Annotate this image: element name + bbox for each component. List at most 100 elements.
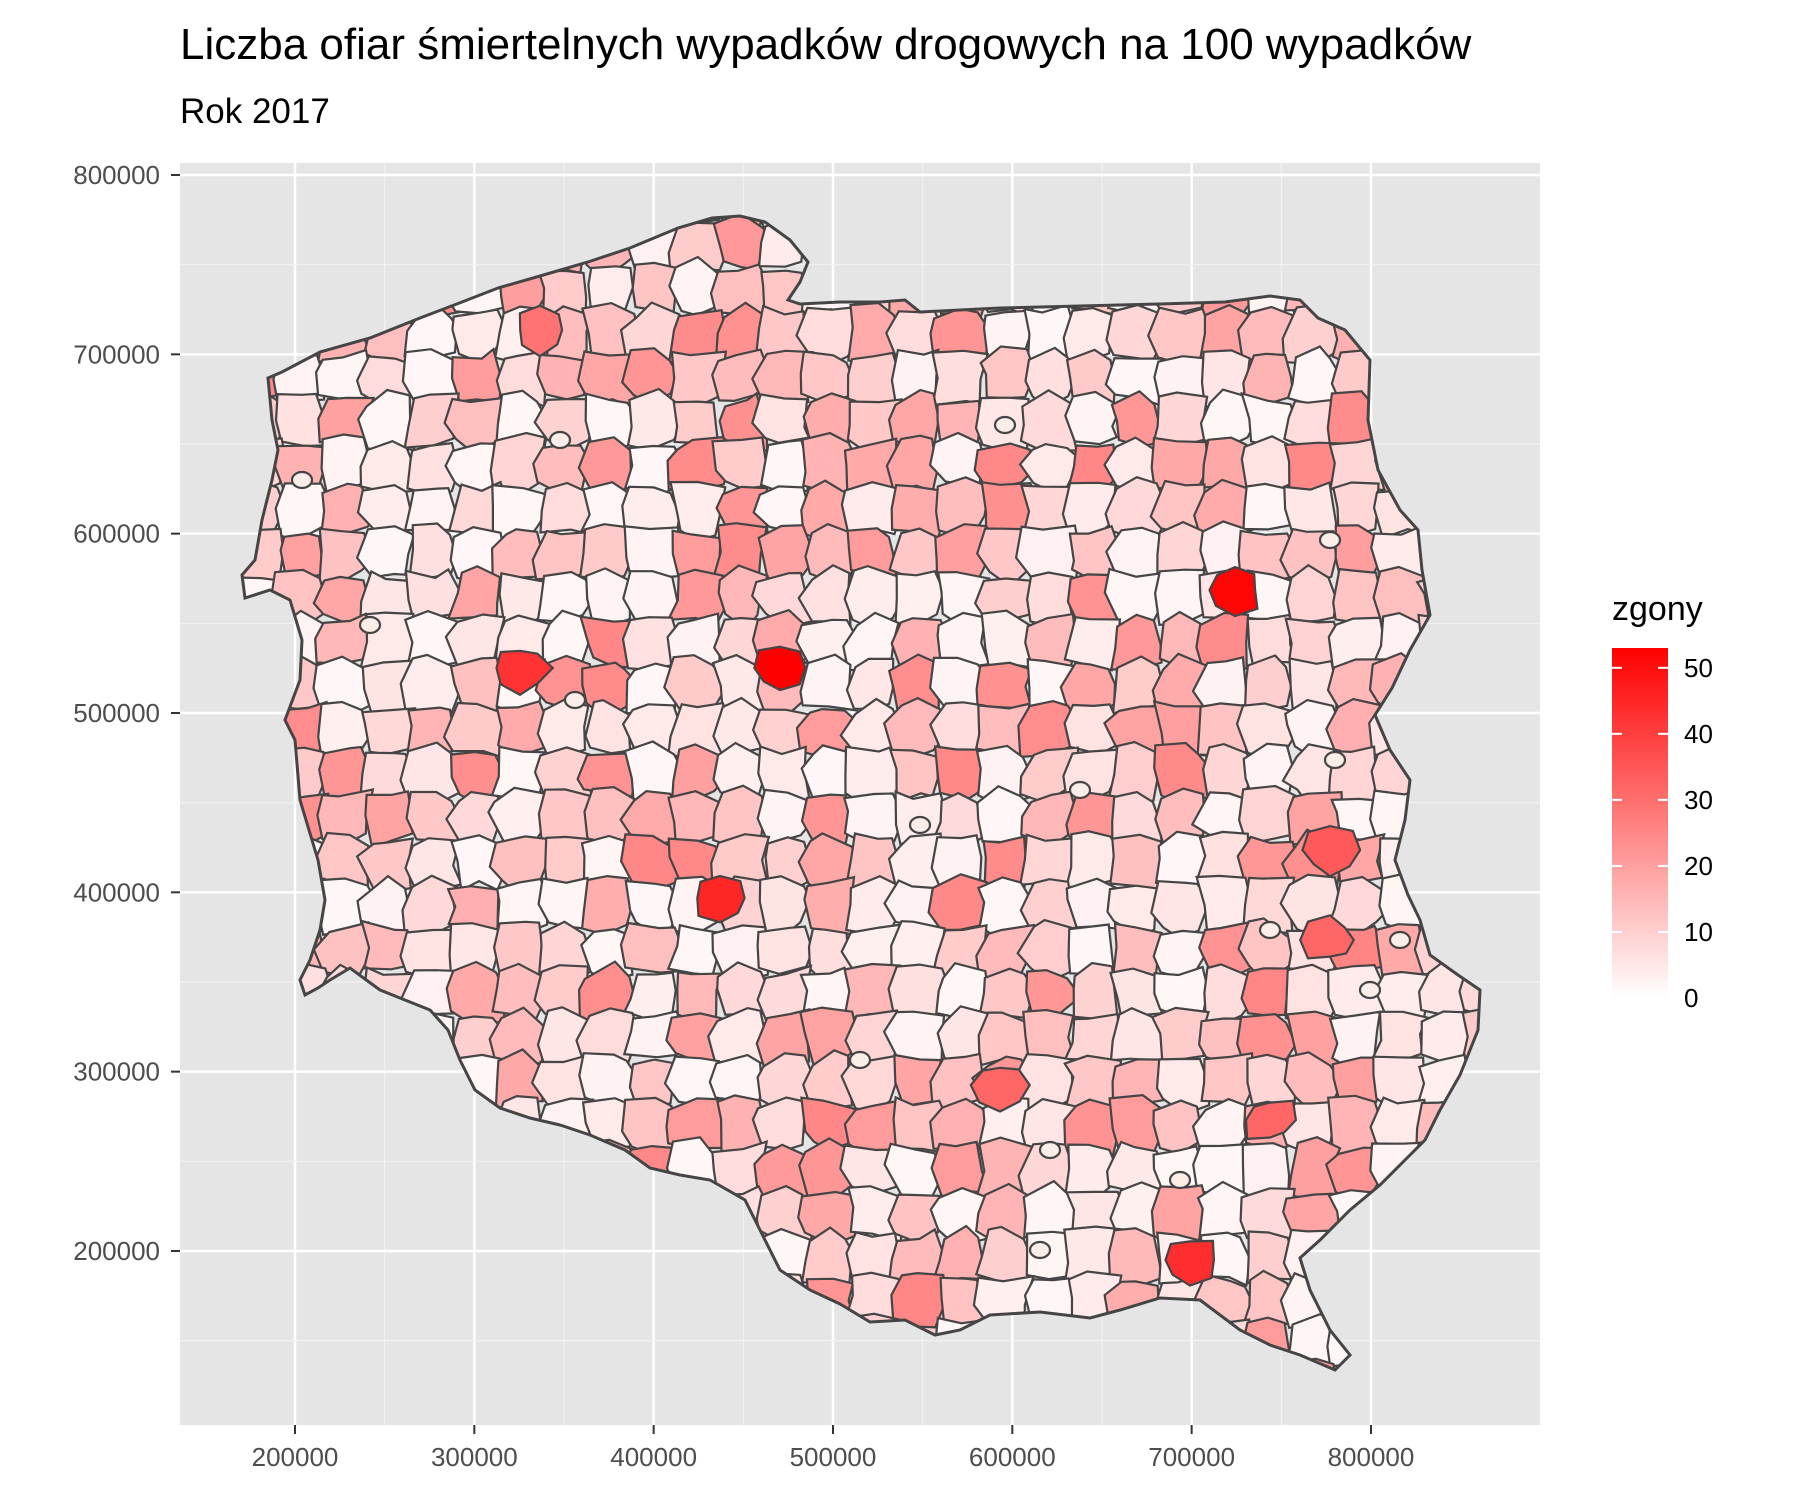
county-region (578, 523, 637, 582)
county-region (406, 441, 460, 498)
county-region (1154, 787, 1206, 846)
city-county (548, 430, 572, 450)
y-tick-label: 800000 (73, 160, 160, 190)
county-region (1063, 1098, 1120, 1160)
county-region (1150, 1006, 1210, 1068)
county-region (671, 743, 730, 803)
county-region (799, 653, 859, 712)
county-region (403, 392, 460, 449)
legend-tick-label: 0 (1684, 983, 1698, 1013)
county-region-high (1301, 824, 1362, 878)
county-region (1283, 481, 1340, 536)
legend-tick-label: 40 (1684, 719, 1713, 749)
county-region (840, 1054, 899, 1116)
city-county (1258, 920, 1282, 940)
county-region-high (495, 649, 555, 697)
city-county (563, 690, 587, 710)
county-region (491, 483, 548, 543)
county-region (843, 564, 902, 631)
county-region (1285, 563, 1338, 624)
city-county (848, 1050, 872, 1070)
y-tick-label: 200000 (73, 1236, 160, 1266)
county-region-high (696, 874, 746, 924)
county-region (359, 440, 414, 495)
county-region (585, 567, 632, 628)
x-tick-label: 700000 (1148, 1442, 1235, 1472)
county-region (894, 570, 945, 628)
county-region-high (518, 304, 564, 358)
legend-tick-label: 30 (1684, 785, 1713, 815)
county-region (751, 349, 815, 406)
county-region (1150, 880, 1212, 940)
legend-title: zgony (1612, 590, 1703, 628)
county-region (979, 345, 1037, 400)
county-region-high (1164, 1239, 1216, 1287)
county-region (756, 788, 813, 846)
county-region (1286, 1357, 1342, 1370)
chart-title: Liczba ofiar śmiertelnych wypadków drogo… (180, 20, 1472, 69)
chart-subtitle: Rok 2017 (180, 92, 330, 131)
county-region (1155, 1057, 1211, 1116)
county-region (887, 1193, 947, 1243)
county-region (1064, 390, 1123, 446)
city-county (358, 615, 382, 635)
county-region (670, 216, 729, 226)
county-region (1063, 615, 1122, 672)
county-region (316, 788, 375, 845)
city-county (1038, 1140, 1062, 1160)
county-region (1024, 346, 1077, 411)
county-region (318, 527, 377, 585)
county-region (667, 217, 732, 275)
x-tick-label: 200000 (252, 1442, 339, 1472)
y-tick-label: 300000 (73, 1057, 160, 1087)
county-region (1332, 481, 1380, 539)
y-tick-label: 400000 (73, 877, 160, 907)
legend-tick-label: 10 (1684, 917, 1713, 947)
county-region (580, 874, 633, 936)
county-region (802, 1049, 854, 1111)
legend-tick-label: 50 (1684, 653, 1713, 683)
city-county (993, 415, 1017, 435)
county-region (536, 570, 594, 623)
y-axis: 800000 700000 600000 500000 400000 300000 2000… (73, 160, 180, 1266)
county-region (756, 925, 814, 976)
county-region (364, 790, 414, 847)
county-region (973, 442, 1035, 493)
county-region (711, 924, 771, 982)
county-region-high (753, 645, 807, 692)
county-region (312, 921, 376, 979)
x-tick-label: 300000 (431, 1442, 518, 1472)
county-region-high (1244, 1099, 1298, 1141)
county-region-high (969, 1066, 1032, 1113)
county-region (751, 1096, 813, 1151)
county-region (1203, 963, 1259, 1026)
county-region (758, 875, 812, 936)
city-county (1168, 1170, 1192, 1190)
county-region (626, 387, 687, 451)
county-region (795, 305, 864, 365)
county-region (355, 525, 416, 579)
y-tick-label: 600000 (73, 519, 160, 549)
county-region-high (1208, 565, 1259, 618)
county-region-high (1299, 914, 1356, 960)
county-region (1072, 961, 1120, 1022)
county-region (1327, 875, 1389, 936)
city-county (1358, 980, 1382, 1000)
county-region (360, 707, 417, 756)
county-region (845, 657, 895, 710)
county-region (536, 353, 594, 401)
county-region (1112, 922, 1163, 978)
county-region (755, 1007, 811, 1068)
country-outline (240, 214, 1482, 1372)
legend-colorbar (1612, 648, 1668, 998)
county-region (840, 481, 903, 536)
county-region (628, 1058, 675, 1111)
county-region (931, 349, 990, 407)
county-region (1062, 306, 1116, 361)
county-region (1243, 654, 1293, 712)
county-region (1106, 884, 1162, 937)
county-region (1108, 740, 1168, 804)
city-county (1388, 930, 1412, 950)
